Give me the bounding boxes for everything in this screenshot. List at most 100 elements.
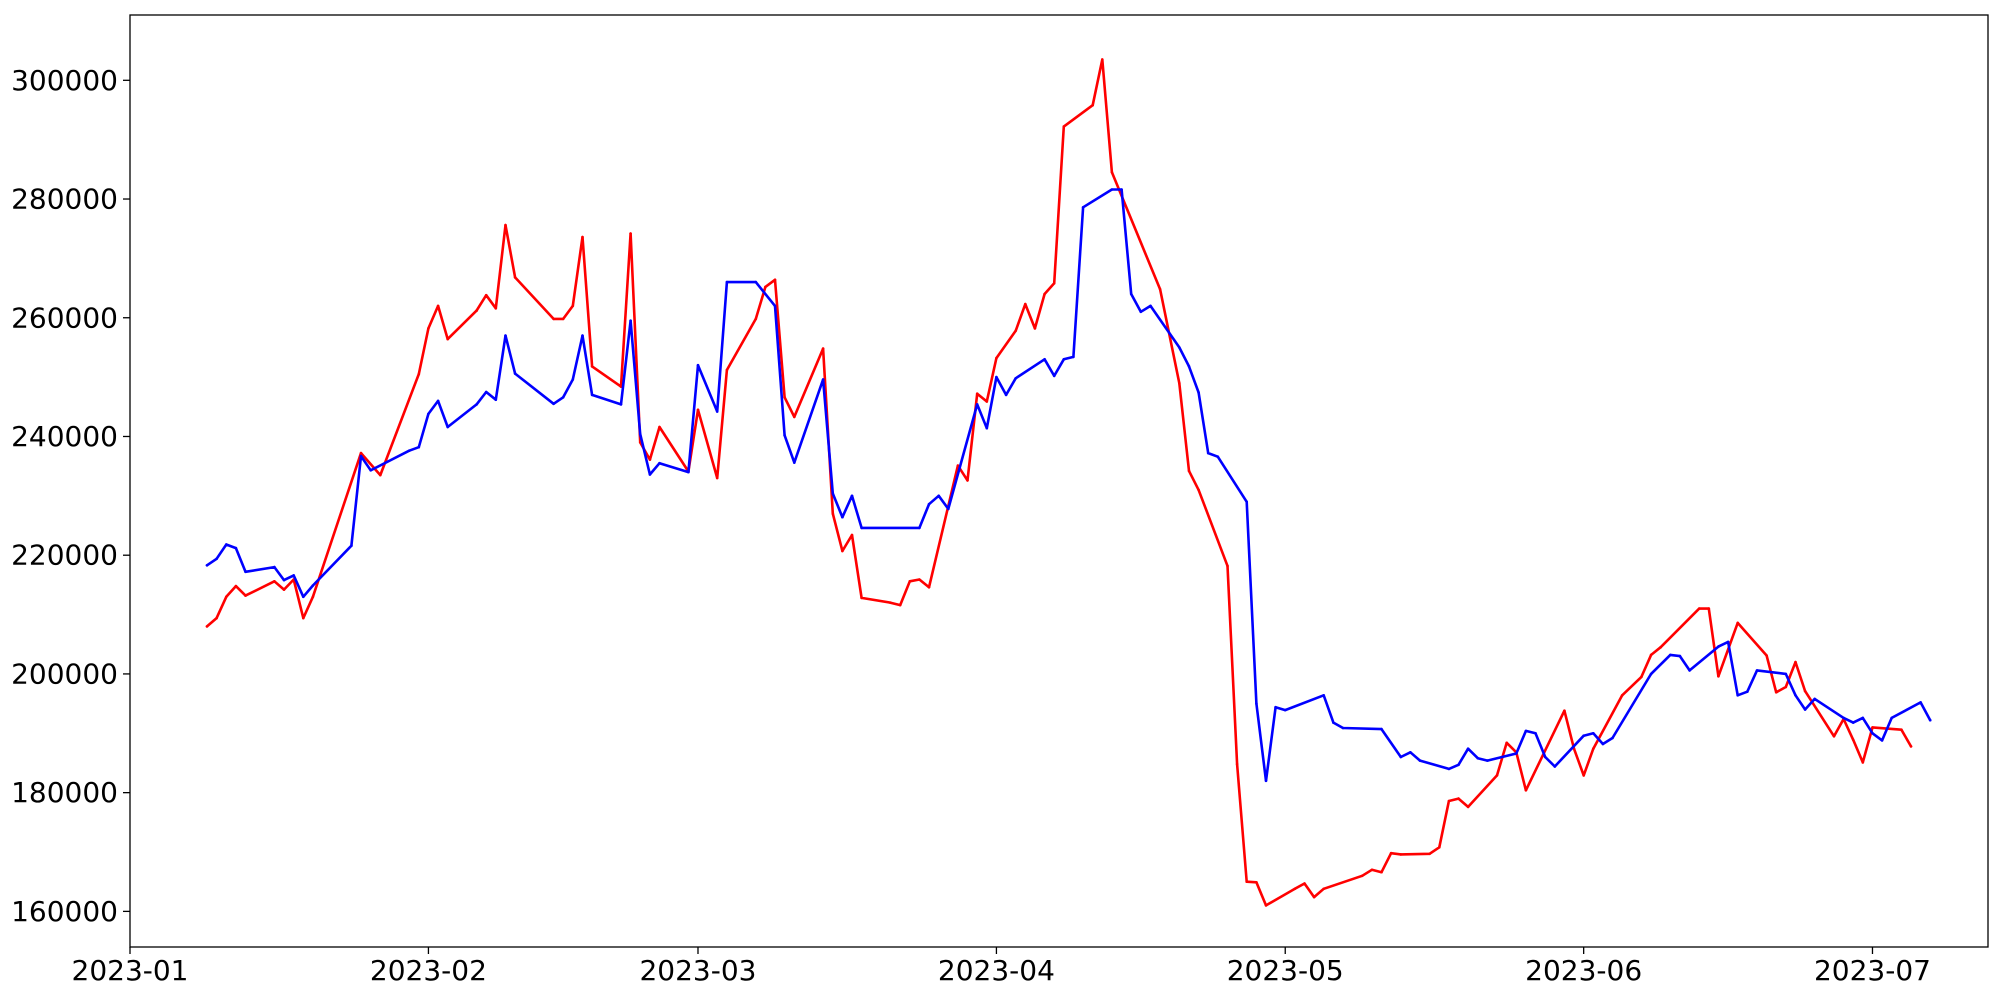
series-1-point xyxy=(1043,292,1046,296)
series-1-point xyxy=(1659,645,1662,649)
series-2-point xyxy=(407,449,411,453)
y-tick-label: 260000 xyxy=(11,301,118,334)
series-1-point xyxy=(225,595,228,599)
series-1-point xyxy=(417,372,421,376)
series-1-point xyxy=(927,586,931,589)
series-1-point xyxy=(1803,689,1807,693)
series-2-point xyxy=(1688,669,1691,672)
series-2-point xyxy=(1524,729,1528,733)
series-1-point xyxy=(1900,728,1903,731)
series-2-point xyxy=(918,526,921,530)
series-1-point xyxy=(581,235,584,239)
series-1-point xyxy=(1620,694,1624,697)
series-2-point xyxy=(1928,718,1932,722)
series-2-point xyxy=(1678,654,1682,658)
series-2-point xyxy=(1447,767,1451,771)
series-2-point xyxy=(658,461,661,465)
series-2-point xyxy=(292,574,296,577)
series-1-point xyxy=(764,285,767,289)
series-2-point xyxy=(1139,310,1143,314)
series-2-point xyxy=(244,570,247,574)
series-2-point xyxy=(311,584,315,587)
series-2-point xyxy=(1216,455,1220,459)
series-2-point xyxy=(1582,734,1585,737)
series-2-point xyxy=(1418,759,1422,762)
series-2-point xyxy=(947,507,950,511)
series-1-point xyxy=(1457,797,1460,800)
series-2-point xyxy=(1052,374,1056,378)
series-2-point xyxy=(687,470,690,474)
series-1-point xyxy=(552,317,555,321)
series-2-point xyxy=(1813,697,1816,701)
series-2-point xyxy=(1880,739,1884,742)
y-tick-label: 220000 xyxy=(11,539,118,572)
series-1-point xyxy=(1774,691,1778,694)
series-2-point xyxy=(1206,451,1210,455)
series-1-point xyxy=(1909,745,1913,748)
series-1-point xyxy=(494,307,498,310)
series-2-point xyxy=(282,578,286,582)
y-tick-label: 160000 xyxy=(11,895,118,928)
series-1-point xyxy=(273,580,276,583)
series-1-point xyxy=(995,356,998,360)
series-1-point xyxy=(754,317,758,321)
series-1-point xyxy=(821,347,825,350)
series-2-point xyxy=(205,564,209,567)
series-1-point xyxy=(1370,868,1374,872)
series-1-point xyxy=(860,596,863,600)
series-1-point xyxy=(1062,125,1066,128)
series-2-point xyxy=(484,390,488,394)
series-2-point xyxy=(1553,765,1557,768)
series-2-point xyxy=(725,280,729,284)
series-2-point xyxy=(1081,206,1085,209)
series-2-point xyxy=(225,543,228,546)
series-2-point xyxy=(1861,716,1865,720)
series-2-point xyxy=(350,544,353,547)
plot-frame xyxy=(129,14,1989,948)
series-1-point xyxy=(205,625,209,628)
series-1-point xyxy=(648,458,652,461)
series-1-point xyxy=(1235,762,1239,766)
series-1-point xyxy=(1312,895,1316,899)
series-2-point xyxy=(629,319,632,323)
series-2-point xyxy=(1187,365,1191,368)
series-2-point xyxy=(1399,755,1403,759)
series-1-point xyxy=(1447,799,1451,803)
series-2-point xyxy=(1515,752,1518,755)
y-axis: 160000 180000 200000 220000 240000 260000 2800… xyxy=(11,64,130,928)
series-1-point xyxy=(1158,288,1162,291)
series-1-point xyxy=(1052,282,1056,285)
series-2-point xyxy=(369,469,373,472)
series-1-point xyxy=(1784,685,1788,689)
series-1-point xyxy=(1851,738,1855,742)
series-2-point xyxy=(1264,779,1268,783)
series-2-point xyxy=(302,595,305,599)
series-1-point xyxy=(446,337,450,341)
series-2-point xyxy=(696,363,700,367)
series-1-point xyxy=(1226,564,1229,568)
series-1-point xyxy=(725,368,729,372)
series-1-point xyxy=(311,595,315,599)
series-2-point xyxy=(985,426,989,430)
series-2-point xyxy=(215,557,218,561)
series-2-point xyxy=(648,473,652,476)
series-2-point xyxy=(436,399,440,403)
series-1-point xyxy=(590,365,594,368)
series-2-point xyxy=(1726,640,1730,644)
series-2-point xyxy=(417,445,421,449)
series-1-point xyxy=(1245,880,1248,883)
series-1-point xyxy=(918,578,921,581)
series-1-point xyxy=(966,479,969,482)
x-axis: 2023-01 2023-02 2023-03 2023-04 2023-05 2023-… xyxy=(72,947,1931,987)
series-2-point xyxy=(1601,742,1605,746)
series-1-point xyxy=(1697,607,1701,610)
series-1-point xyxy=(475,309,478,312)
series-2-point xyxy=(1322,694,1325,697)
y-tick-label: 200000 xyxy=(11,657,118,690)
series-1-point xyxy=(1832,735,1836,738)
series-1-point xyxy=(783,396,786,399)
series-2-point xyxy=(1890,716,1893,720)
series-1-point xyxy=(850,533,854,537)
series-2-point xyxy=(831,492,835,495)
